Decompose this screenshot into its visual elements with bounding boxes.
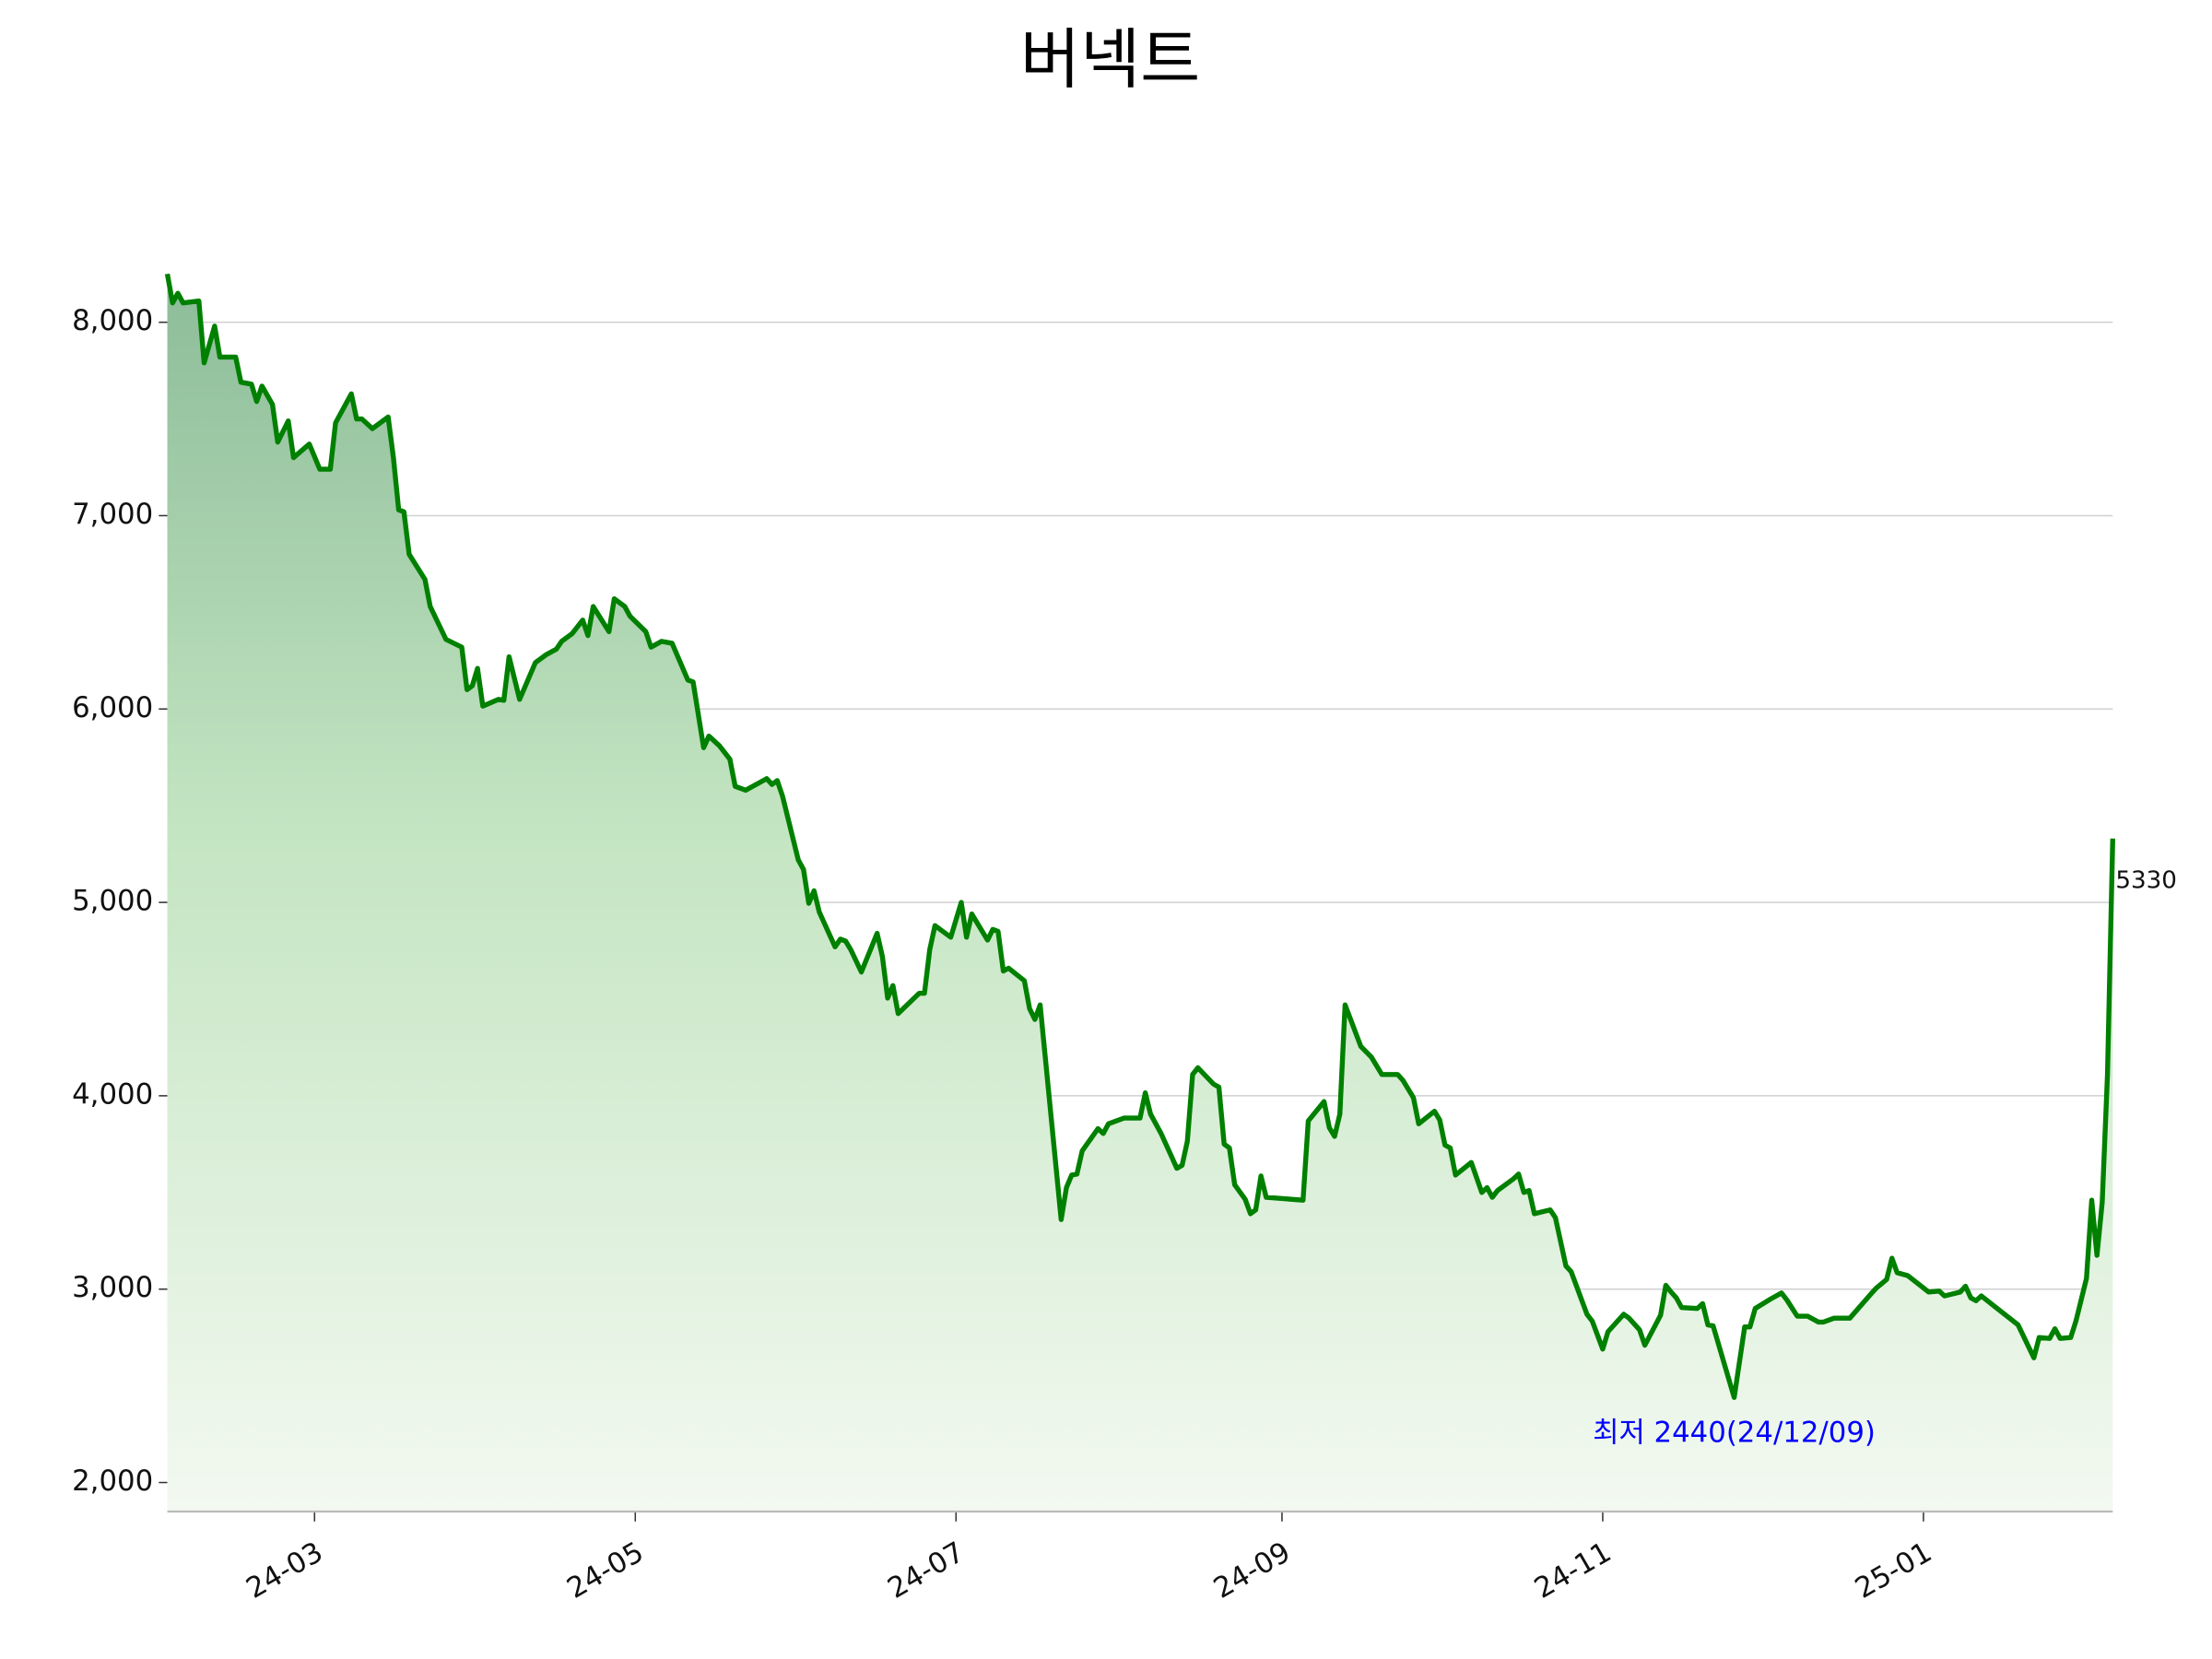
x-tick-label: 24-11	[1529, 1535, 1617, 1606]
x-tick-label: 24-09	[1208, 1535, 1296, 1606]
y-tick-label: 7,000	[72, 498, 153, 531]
x-tick-label: 24-03	[241, 1535, 328, 1606]
chart-title: 버넥트	[1020, 21, 1200, 98]
x-tick-label: 24-07	[882, 1535, 970, 1606]
y-tick-label: 8,000	[72, 304, 153, 337]
x-tick-label: 25-01	[1850, 1535, 1937, 1606]
y-tick-label: 4,000	[72, 1077, 153, 1111]
y-tick-label: 3,000	[72, 1271, 153, 1304]
y-tick-label: 2,000	[72, 1465, 153, 1498]
area-fill	[167, 274, 2113, 1512]
price-line	[164, 273, 2115, 1400]
last-value-label: 5330	[2115, 867, 2177, 895]
y-tick-label: 6,000	[72, 691, 153, 724]
x-tick-label: 24-05	[561, 1535, 649, 1606]
min-annotation: 최저 2440(24/12/09)	[1593, 1417, 1876, 1450]
y-tick-label: 5,000	[72, 885, 153, 918]
